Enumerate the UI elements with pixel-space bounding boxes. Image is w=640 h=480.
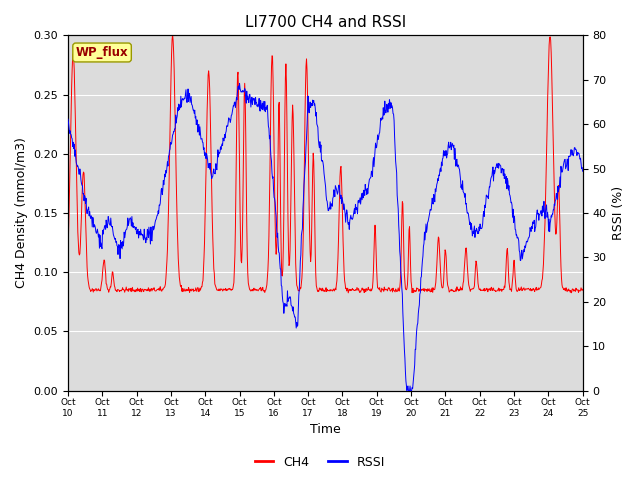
Legend: CH4, RSSI: CH4, RSSI (250, 451, 390, 474)
Title: LI7700 CH4 and RSSI: LI7700 CH4 and RSSI (244, 15, 406, 30)
Y-axis label: RSSI (%): RSSI (%) (612, 186, 625, 240)
X-axis label: Time: Time (310, 423, 340, 436)
Text: WP_flux: WP_flux (76, 46, 129, 59)
Y-axis label: CH4 Density (mmol/m3): CH4 Density (mmol/m3) (15, 138, 28, 288)
